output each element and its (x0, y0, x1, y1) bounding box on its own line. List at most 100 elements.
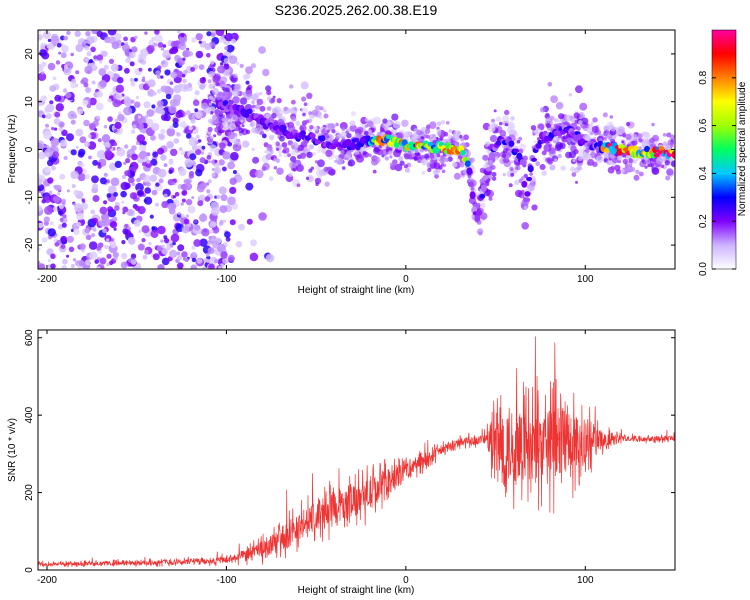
colorbar-label: Normalized spectral amplitude (737, 81, 748, 216)
heatmap-cell (398, 156, 404, 161)
heatmap-cell (199, 157, 206, 164)
heatmap-cell (527, 165, 534, 173)
heatmap-cell (480, 212, 488, 220)
heatmap-cell (96, 115, 101, 120)
snr-series-line (37, 336, 676, 568)
heatmap-cell (60, 244, 66, 249)
heatmap-cell (341, 127, 346, 132)
heatmap-cell (38, 247, 41, 251)
heatmap-cell (68, 246, 75, 253)
heatmap-cell (530, 125, 537, 131)
heatmap-cell (553, 118, 559, 123)
heatmap-cell (347, 159, 356, 167)
heatmap-cell (388, 150, 393, 155)
snr-xlabel: Height of straight line (km) (298, 585, 415, 596)
heatmap-cell (368, 153, 372, 158)
heatmap-cell (41, 71, 45, 75)
heatmap-cell (326, 135, 330, 139)
heatmap-cell (232, 170, 237, 174)
heatmap-cell (110, 242, 117, 249)
heatmap-cell (485, 167, 492, 172)
heatmap-cell (85, 31, 91, 37)
heatmap-cell (242, 74, 249, 81)
heatmap-cell (466, 167, 473, 175)
heatmap-cell (516, 140, 521, 144)
heatmap-cell (176, 70, 183, 78)
heatmap-cell (148, 242, 152, 246)
heatmap-cell (250, 63, 256, 69)
heatmap-cell (480, 202, 486, 209)
heatmap-cell (66, 30, 71, 36)
heatmap-cell (224, 46, 229, 51)
heatmap-cell (276, 98, 282, 104)
heatmap-cell (385, 134, 392, 140)
colorbar-gradient (711, 29, 737, 270)
heatmap-cell (217, 65, 226, 74)
heatmap-cell (77, 173, 86, 182)
heatmap-cell (44, 148, 53, 158)
heatmap-cell (95, 102, 104, 111)
heatmap-cell (67, 110, 77, 120)
heatmap-cell (513, 148, 520, 153)
heatmap-cell (99, 206, 108, 215)
heatmap-cell (249, 121, 256, 128)
heatmap-cell (621, 140, 625, 144)
heatmap-cell (268, 134, 275, 141)
snr-ytick-label: 200 (24, 484, 35, 501)
heatmap-cell (433, 162, 441, 170)
heatmap-cell (126, 154, 131, 158)
heatmap-cell (227, 254, 235, 262)
heatmap-cell (317, 159, 325, 168)
heatmap-cell (210, 135, 215, 140)
heatmap-cell (208, 160, 211, 164)
heatmap-cell (82, 99, 89, 106)
heatmap-cell (363, 130, 369, 136)
heatmap-cell (182, 57, 186, 61)
heatmap-cell (490, 134, 498, 143)
heatmap-cell (429, 121, 437, 129)
heatmap-cell (128, 237, 136, 245)
heatmap-cell (287, 153, 291, 158)
heatmap-cell (265, 85, 272, 92)
heatmap-cell (144, 156, 148, 160)
heatmap-cell (60, 52, 67, 59)
heatmap-cell (290, 116, 297, 122)
heatmap-cell (336, 136, 340, 140)
heatmap-cell (545, 112, 550, 117)
heatmap-cell (305, 119, 310, 124)
heatmap-cell (658, 146, 665, 151)
heatmap-cell (205, 252, 210, 257)
heatmap-cell (546, 157, 553, 163)
heatmap-cell (123, 161, 127, 165)
heatmap-cell (325, 149, 333, 157)
heatmap-cell (314, 177, 322, 185)
heatmap-cell (61, 236, 67, 243)
heatmap-cell (45, 123, 49, 128)
heatmap-cell (404, 153, 410, 160)
heatmap-cell (602, 112, 608, 118)
heatmap-cell (261, 133, 267, 139)
heatmap-cell (181, 198, 186, 203)
heatmap-cell (58, 127, 64, 132)
heatmap-cell (207, 126, 213, 132)
snr-xtick-label: -200 (37, 575, 57, 586)
heatmap-cell (161, 257, 170, 266)
heatmap-cell (521, 222, 529, 230)
heatmap-cell (505, 152, 512, 158)
heatmap-cell (200, 151, 205, 155)
heatmap-cell (351, 111, 356, 117)
heatmap-cell (204, 258, 209, 263)
heatmap-cell (549, 115, 555, 121)
heatmap-cell (540, 107, 546, 113)
heatmap-cell (144, 80, 148, 85)
heatmap-cell (211, 207, 220, 216)
heatmap-cell (662, 133, 667, 137)
heatmap-cell (288, 161, 296, 169)
heatmap-cell (130, 129, 136, 134)
heatmap-cell (456, 130, 461, 136)
colorbar-tick-label: 0.8 (698, 70, 709, 84)
heatmap-cell (38, 260, 41, 265)
heatmap-cell (163, 163, 168, 168)
heatmap-cell (155, 182, 160, 187)
heatmap-cell (38, 178, 43, 186)
